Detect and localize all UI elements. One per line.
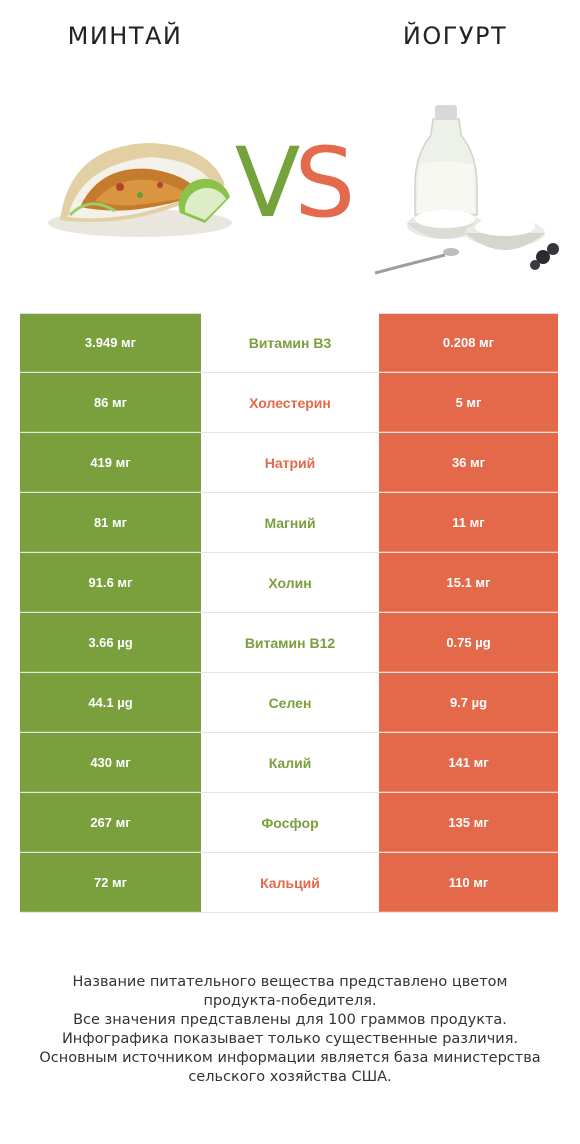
right-value: 9.7 µg — [379, 673, 558, 732]
left-value: 430 мг — [20, 733, 201, 792]
left-value: 72 мг — [20, 853, 201, 912]
footer-line: Название питательного вещества представл… — [72, 974, 508, 990]
table-row: 81 мг Магний 11 мг — [20, 493, 558, 553]
nutrient-name: Калий — [201, 733, 379, 792]
left-value: 44.1 µg — [20, 673, 201, 732]
table-row: 91.6 мг Холин 15.1 мг — [20, 553, 558, 613]
footer-line: Все значения представлены для 100 граммо… — [73, 1012, 507, 1028]
table-row: 72 мг Кальций 110 мг — [20, 853, 558, 913]
vs-v: V — [234, 127, 301, 239]
nutrient-name: Витамин B3 — [201, 313, 379, 372]
comparison-table: 3.949 мг Витамин B3 0.208 мг 86 мг Холестери… — [20, 313, 558, 913]
right-value: 135 мг — [379, 793, 558, 852]
right-value: 110 мг — [379, 853, 558, 912]
table-row: 3.66 µg Витамин B12 0.75 µg — [20, 613, 558, 673]
footer-line: Инфографика показывает только существенн… — [61, 1031, 519, 1047]
right-value: 0.208 мг — [379, 313, 558, 372]
nutrient-name: Селен — [201, 673, 379, 732]
yogurt-image — [374, 105, 559, 275]
nutrient-name: Холин — [201, 553, 379, 612]
nutrient-name: Натрий — [201, 433, 379, 492]
vs-label: VS — [222, 128, 362, 238]
table-row: 430 мг Калий 141 мг — [20, 733, 558, 793]
table-row: 419 мг Натрий 36 мг — [20, 433, 558, 493]
nutrient-name: Холестерин — [201, 373, 379, 432]
right-value: 5 мг — [379, 373, 558, 432]
left-value: 81 мг — [20, 493, 201, 552]
footer-note: Название питательного вещества представл… — [0, 973, 580, 1087]
table-row: 3.949 мг Витамин B3 0.208 мг — [20, 313, 558, 373]
vs-s: S — [294, 127, 355, 239]
table-row: 267 мг Фосфор 135 мг — [20, 793, 558, 853]
nutrient-name: Витамин B12 — [201, 613, 379, 672]
right-value: 15.1 мг — [379, 553, 558, 612]
right-value: 0.75 µg — [379, 613, 558, 672]
table-row: 86 мг Холестерин 5 мг — [20, 373, 558, 433]
left-value: 86 мг — [20, 373, 201, 432]
nutrient-name: Кальций — [201, 853, 379, 912]
left-value: 3.949 мг — [20, 313, 201, 372]
nutrient-name: Магний — [201, 493, 379, 552]
right-value: 11 мг — [379, 493, 558, 552]
footer-line: продукта-победителя. — [203, 993, 377, 1009]
left-value: 91.6 мг — [20, 553, 201, 612]
right-food-title: ЙОГУРТ — [402, 22, 508, 50]
right-value: 141 мг — [379, 733, 558, 792]
left-value: 3.66 µg — [20, 613, 201, 672]
left-food-title: МИНТАЙ — [67, 22, 183, 50]
right-value: 36 мг — [379, 433, 558, 492]
left-value: 267 мг — [20, 793, 201, 852]
footer-line: Основным источником информации является … — [39, 1050, 541, 1066]
footer-line: сельского хозяйства США. — [188, 1069, 392, 1085]
left-value: 419 мг — [20, 433, 201, 492]
table-row: 44.1 µg Селен 9.7 µg — [20, 673, 558, 733]
pollock-image — [48, 143, 232, 237]
nutrient-name: Фосфор — [201, 793, 379, 852]
